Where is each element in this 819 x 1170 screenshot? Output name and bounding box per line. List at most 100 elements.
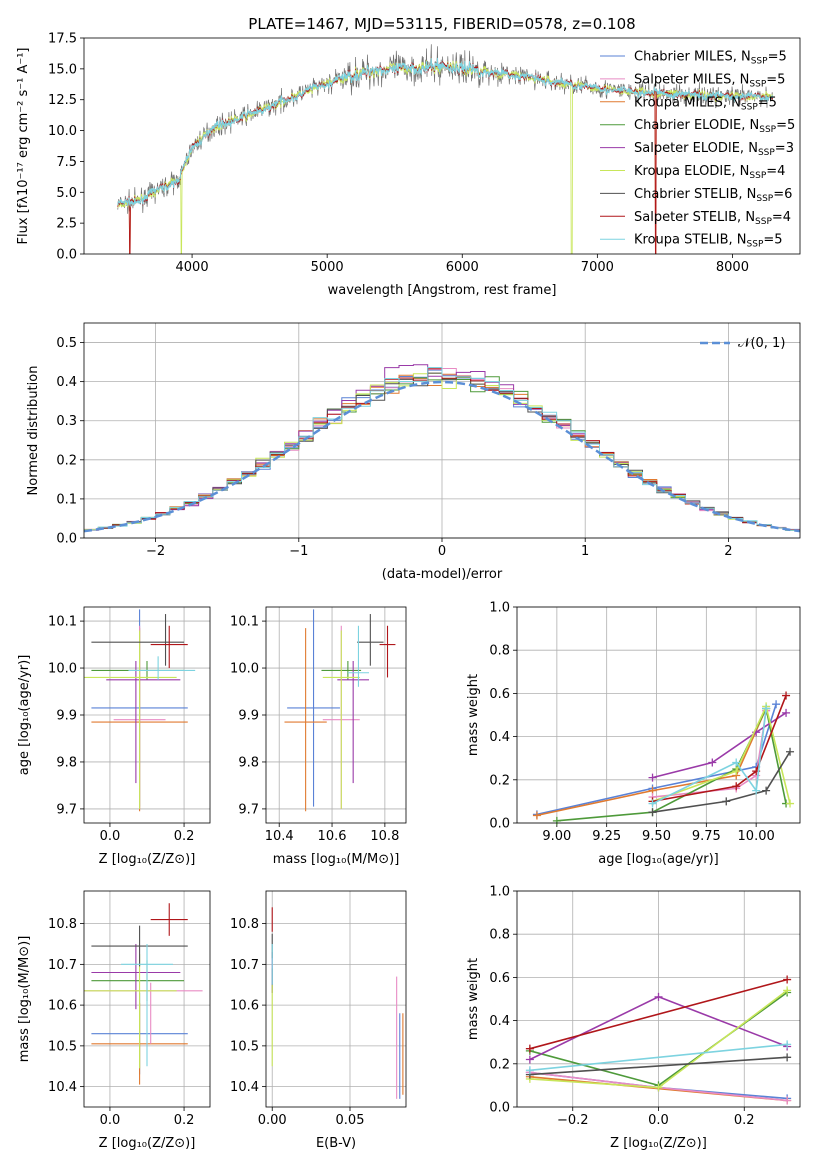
legend-entry-name: Chabrier ELODIE, N [634,118,759,133]
error-bars [284,609,396,812]
x-tick-label: 10.00 [738,829,775,844]
y-tick-label: 0.6 [489,687,510,702]
y-tick-label: 0.2 [56,453,77,468]
plot-area [83,364,801,533]
legend-entry: Chabrier MILES, NSSP=5 [634,50,787,67]
histogram-series-5 [84,372,800,531]
series-marker [783,1096,792,1105]
chart-title: PLATE=1467, MJD=53115, FIBERID=0578, z=0… [248,15,635,33]
panel-age-vs-mass: 10.4 10.6 10.8 9.7 9.8 9.9 10.0 10.1 mass [log₁₀… [230,606,407,867]
legend-entry: Salpeter MILES, NSSP=5 [634,72,785,89]
x-tick-label: 4000 [176,260,209,275]
y-tick-label: 10.5 [230,1039,259,1054]
panel-spectrum: 4000 5000 6000 7000 8000 0.0 2.5 5.0 7.5 10.0 12.5… [16,15,801,298]
errorbar-point-8 [121,943,173,1067]
y-tick-label: 10.7 [230,958,259,973]
series-line-8 [652,708,767,805]
x-tick-label: 0.0 [648,1113,669,1128]
errorbar-point-2 [84,982,203,1044]
legend-entry: Salpeter STELIB, NSSP=4 [634,210,791,227]
y-tick-label: 0.0 [489,1101,510,1116]
panel-age-vs-Z: 0.0 0.2 9.7 9.8 9.9 10.0 10.1 Z [log₁₀(Z/Z⊙)] ag… [17,606,211,867]
series-marker [783,975,792,984]
series-marker [525,1055,534,1064]
errorbar-point-6 [357,614,384,666]
axes-frame [265,606,407,824]
series-line-7 [529,978,788,1050]
legend-entry-sub: SSP [759,125,776,135]
y-tick-label: 9.9 [238,709,259,724]
x-tick-label: 0.0 [100,1113,121,1128]
y-axis-label: age [log₁₀(age/yr)] [17,655,32,776]
legend-entry-suffix: =5 [766,72,785,87]
y-tick-label: 0.2 [489,773,510,788]
y-tick-label: 2.5 [56,217,77,232]
errorbar-point-7 [150,903,188,936]
y-tick-label: 10.0 [230,662,259,677]
x-axis-label: Z [log₁₀(Z/Z⊙)] [99,852,196,867]
y-tick-label: 0.4 [56,375,77,390]
x-tick-label: 6000 [446,260,479,275]
y-tick-label: 10.0 [48,124,77,139]
y-tick-label: 0.0 [489,817,510,832]
series-marker [772,700,781,709]
y-tick-label: 5.0 [56,186,77,201]
series-marker [783,1053,792,1062]
x-tick-label: 9.25 [592,829,621,844]
x-tick-label: −1 [289,544,308,559]
x-axis-label: wavelength [Angstrom, rest frame] [328,283,557,298]
x-axis-label: mass [log₁₀(M/M⊙)] [273,852,400,867]
x-tick-label: 0.2 [174,1113,195,1128]
x-tick-label: 9.00 [542,829,571,844]
x-tick-label: 8000 [716,260,749,275]
axes-frame [83,322,801,539]
series-marker [525,1066,534,1075]
series-marker [786,799,795,808]
error-bars [271,907,404,1099]
gridlines [266,607,406,823]
y-tick-label: 0.8 [489,644,510,659]
y-tick-label: 15.0 [48,62,77,77]
series-marker [782,708,791,717]
series-marker [552,816,561,825]
y-tick-label: 17.5 [48,32,77,47]
x-tick-label: 5000 [311,260,344,275]
y-tick-label: 9.9 [56,709,77,724]
legend-entry-sub: SSP [751,57,768,67]
errorbar-point-4 [91,943,181,1010]
legend-entry-suffix: =5 [776,118,795,133]
series-marker [783,986,792,995]
axes-frame [516,606,801,824]
legend-entry-name: Salpeter MILES, N [634,72,749,87]
series-line-6 [652,751,791,813]
x-tick-label: 1 [581,544,589,559]
axes-frame [83,37,801,255]
series-marker [782,691,791,700]
series-marker [786,747,795,756]
series-marker [532,811,541,820]
y-tick-label: 0.0 [56,248,77,263]
series-marker [654,992,663,1001]
error-bars [84,903,203,1085]
legend-entry-suffix: =4 [772,210,791,225]
errorbar-point-7 [379,625,396,678]
legend-entry-name: Salpeter STELIB, N [634,210,755,225]
x-axis-label: E(B-V) [316,1136,356,1151]
series-line-7 [652,695,787,803]
legend-entry-name: Kroupa ELODIE, N [634,164,749,179]
errorbar-point-0 [287,609,340,807]
errorbar-point-8 [128,656,196,680]
y-tick-label: 9.8 [238,755,259,770]
series-marker [648,773,657,782]
x-tick-label: 0.2 [174,829,195,844]
series-lines [525,975,792,1105]
legend-entry-suffix: =4 [766,164,785,179]
y-tick-label: 10.0 [48,662,77,677]
panel-mass-vs-EBV: 0.00 0.05 10.4 10.5 10.6 10.7 10.8 E(B-V) [230,890,407,1151]
x-tick-label: 9.75 [692,829,721,844]
gridlines [266,891,406,1107]
x-tick-label: 10.4 [265,829,294,844]
series-lines [532,691,795,825]
y-tick-label: 0.8 [489,928,510,943]
y-tick-label: 10.6 [230,999,259,1014]
